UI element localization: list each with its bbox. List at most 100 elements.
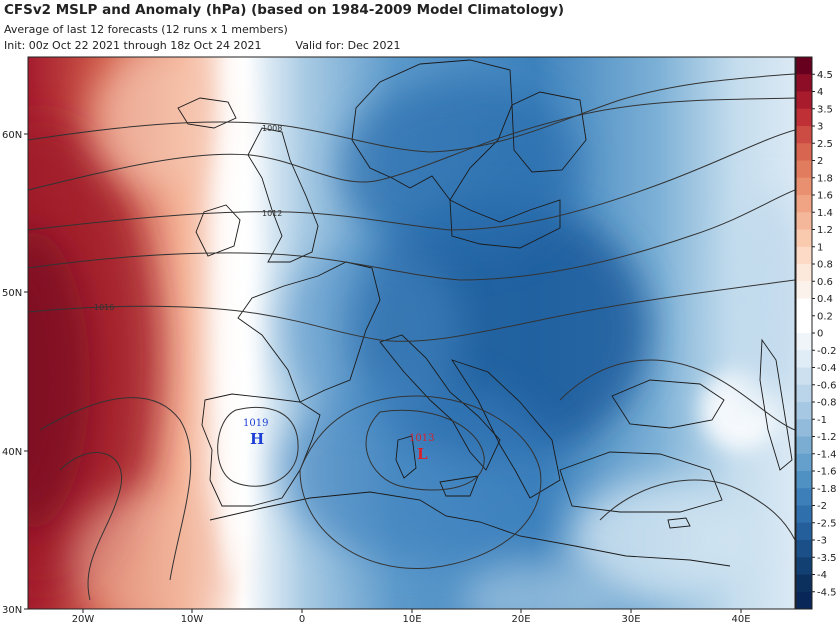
- isobar-med-outer: [299, 395, 542, 570]
- colorbar-label: 3: [817, 122, 823, 133]
- colorbar-label: -1.6: [817, 467, 837, 478]
- coast-france: [237, 261, 381, 403]
- coast-turkey: [559, 451, 723, 513]
- colorbar-label: 0: [817, 329, 823, 340]
- colorbar-swatch: [796, 298, 812, 317]
- lon-label-0: 0: [299, 614, 305, 625]
- colorbar-swatch: [796, 540, 812, 558]
- coast-sicily: [439, 475, 479, 497]
- colorbar-label: -4: [817, 570, 827, 581]
- colorbar-label: -3.5: [817, 553, 837, 564]
- colorbar-label: 2.5: [817, 139, 833, 150]
- colorbar-label: -0.2: [817, 346, 837, 357]
- coast-finland: [511, 91, 587, 173]
- colorbar-swatch: [796, 522, 812, 541]
- coast-iceland: [177, 97, 237, 129]
- colorbar-label: 1.2: [817, 225, 833, 236]
- colorbar-label: 0.6: [817, 277, 833, 288]
- colorbar-swatch: [796, 143, 812, 161]
- isobar-label-1016: 1016: [94, 303, 114, 312]
- colorbar-swatch: [796, 126, 812, 144]
- colorbar-swatch: [796, 591, 812, 610]
- colorbar-swatch: [796, 333, 812, 351]
- colorbar-label: -3: [817, 536, 827, 547]
- colorbar-label: 0.8: [817, 260, 833, 271]
- lat-label-30n: 30N: [2, 605, 22, 616]
- isobar-mid-1: [28, 129, 795, 231]
- colorbar-swatch: [796, 384, 812, 403]
- colorbar-label: 0.2: [817, 311, 833, 322]
- colorbar-swatch: [796, 57, 812, 75]
- colorbar-swatch: [796, 108, 812, 127]
- low-pressure-letter: L: [417, 445, 428, 463]
- colorbar-swatch: [796, 246, 812, 265]
- lon-label-20w: 20W: [72, 614, 95, 625]
- colorbar-label: 1: [817, 242, 823, 253]
- colorbar-label: -2.5: [817, 518, 837, 529]
- isobar-label-1008: 1008: [262, 124, 282, 133]
- coast-sardinia: [395, 435, 417, 479]
- colorbar-label: -1.4: [817, 449, 837, 460]
- colorbar-swatch: [796, 402, 812, 420]
- colorbar-swatch: [796, 91, 812, 110]
- colorbar-swatch: [796, 315, 812, 334]
- coast-balkans: [450, 359, 561, 499]
- chart-init-line: Init: 00z Oct 22 2021 through 18z Oct 24…: [4, 39, 400, 52]
- colorbar-label: -0.8: [817, 398, 837, 409]
- isobar-east: [559, 359, 795, 431]
- colorbar-swatch: [796, 367, 812, 386]
- lon-axis: 20W 10W 0 10E 20E 30E 40E: [72, 609, 751, 625]
- isobar-1016: [28, 279, 795, 342]
- colorbar-swatch: [796, 488, 812, 506]
- colorbar-label: 1.4: [817, 208, 833, 219]
- coast-north-africa: [209, 491, 731, 567]
- coast-caspian: [759, 338, 793, 471]
- colorbar-swatch: [796, 281, 812, 299]
- colorbar-swatch: [796, 419, 812, 437]
- chart-title: CFSv2 MSLP and Anomaly (hPa) (based on 1…: [4, 2, 565, 18]
- coast-baltic: [449, 199, 561, 249]
- colorbar-label: -0.6: [817, 380, 837, 391]
- isobar-east-2: [599, 479, 795, 541]
- colorbar-swatch: [796, 195, 812, 213]
- colorbar-swatch: [796, 160, 812, 179]
- isobar-high-ring: [217, 406, 299, 487]
- colorbar-label: -2: [817, 501, 827, 512]
- lat-label-50n: 50N: [2, 288, 22, 299]
- colorbar-label: -1.2: [817, 432, 837, 443]
- lat-label-60n: 60N: [2, 130, 22, 141]
- colorbar-label: -1: [817, 415, 827, 426]
- colorbar-label: 1.8: [817, 173, 833, 184]
- isobar-south-west: [39, 397, 192, 581]
- coast-ireland: [195, 204, 241, 257]
- isobars: [28, 73, 795, 601]
- colorbar-swatch: [796, 350, 812, 368]
- colorbar-swatch: [796, 74, 812, 92]
- low-pressure-value: 1013: [409, 433, 434, 444]
- colorbar-label: -4.5: [817, 587, 837, 598]
- coast-italy: [379, 334, 501, 471]
- lat-label-40n: 40N: [2, 447, 22, 458]
- lon-label-20e: 20E: [511, 614, 530, 625]
- isobar-low-ring: [365, 409, 485, 491]
- coast-black-sea: [611, 379, 725, 429]
- isobar-label-1012: 1012: [262, 209, 282, 218]
- valid-text: Valid for: Dec 2021: [295, 39, 401, 52]
- colorbar-swatch: [796, 453, 812, 472]
- colorbar-swatch: [796, 212, 812, 230]
- colorbar-label: 1.6: [817, 191, 833, 202]
- colorbar-swatch: [796, 229, 812, 248]
- colorbar-label: -0.4: [817, 363, 837, 374]
- isobar-mid-2: [28, 189, 795, 281]
- high-pressure-letter: H: [250, 430, 264, 448]
- lon-label-10w: 10W: [181, 614, 204, 625]
- coast-iberia: [201, 393, 321, 507]
- lat-axis: 60N 50N 40N 30N: [2, 130, 28, 616]
- colorbar-swatch: [796, 177, 812, 196]
- high-pressure-value: 1019: [243, 418, 268, 429]
- colorbar: 4.5 4 3.5 3 2.5 2 1.8 1.6 1.4 1.2 1 0.8 0.6 0.4 0.2 0 -0…: [795, 56, 837, 610]
- isobar-north-2: [28, 97, 795, 191]
- coast-cyprus: [667, 517, 691, 529]
- colorbar-swatch: [796, 557, 812, 575]
